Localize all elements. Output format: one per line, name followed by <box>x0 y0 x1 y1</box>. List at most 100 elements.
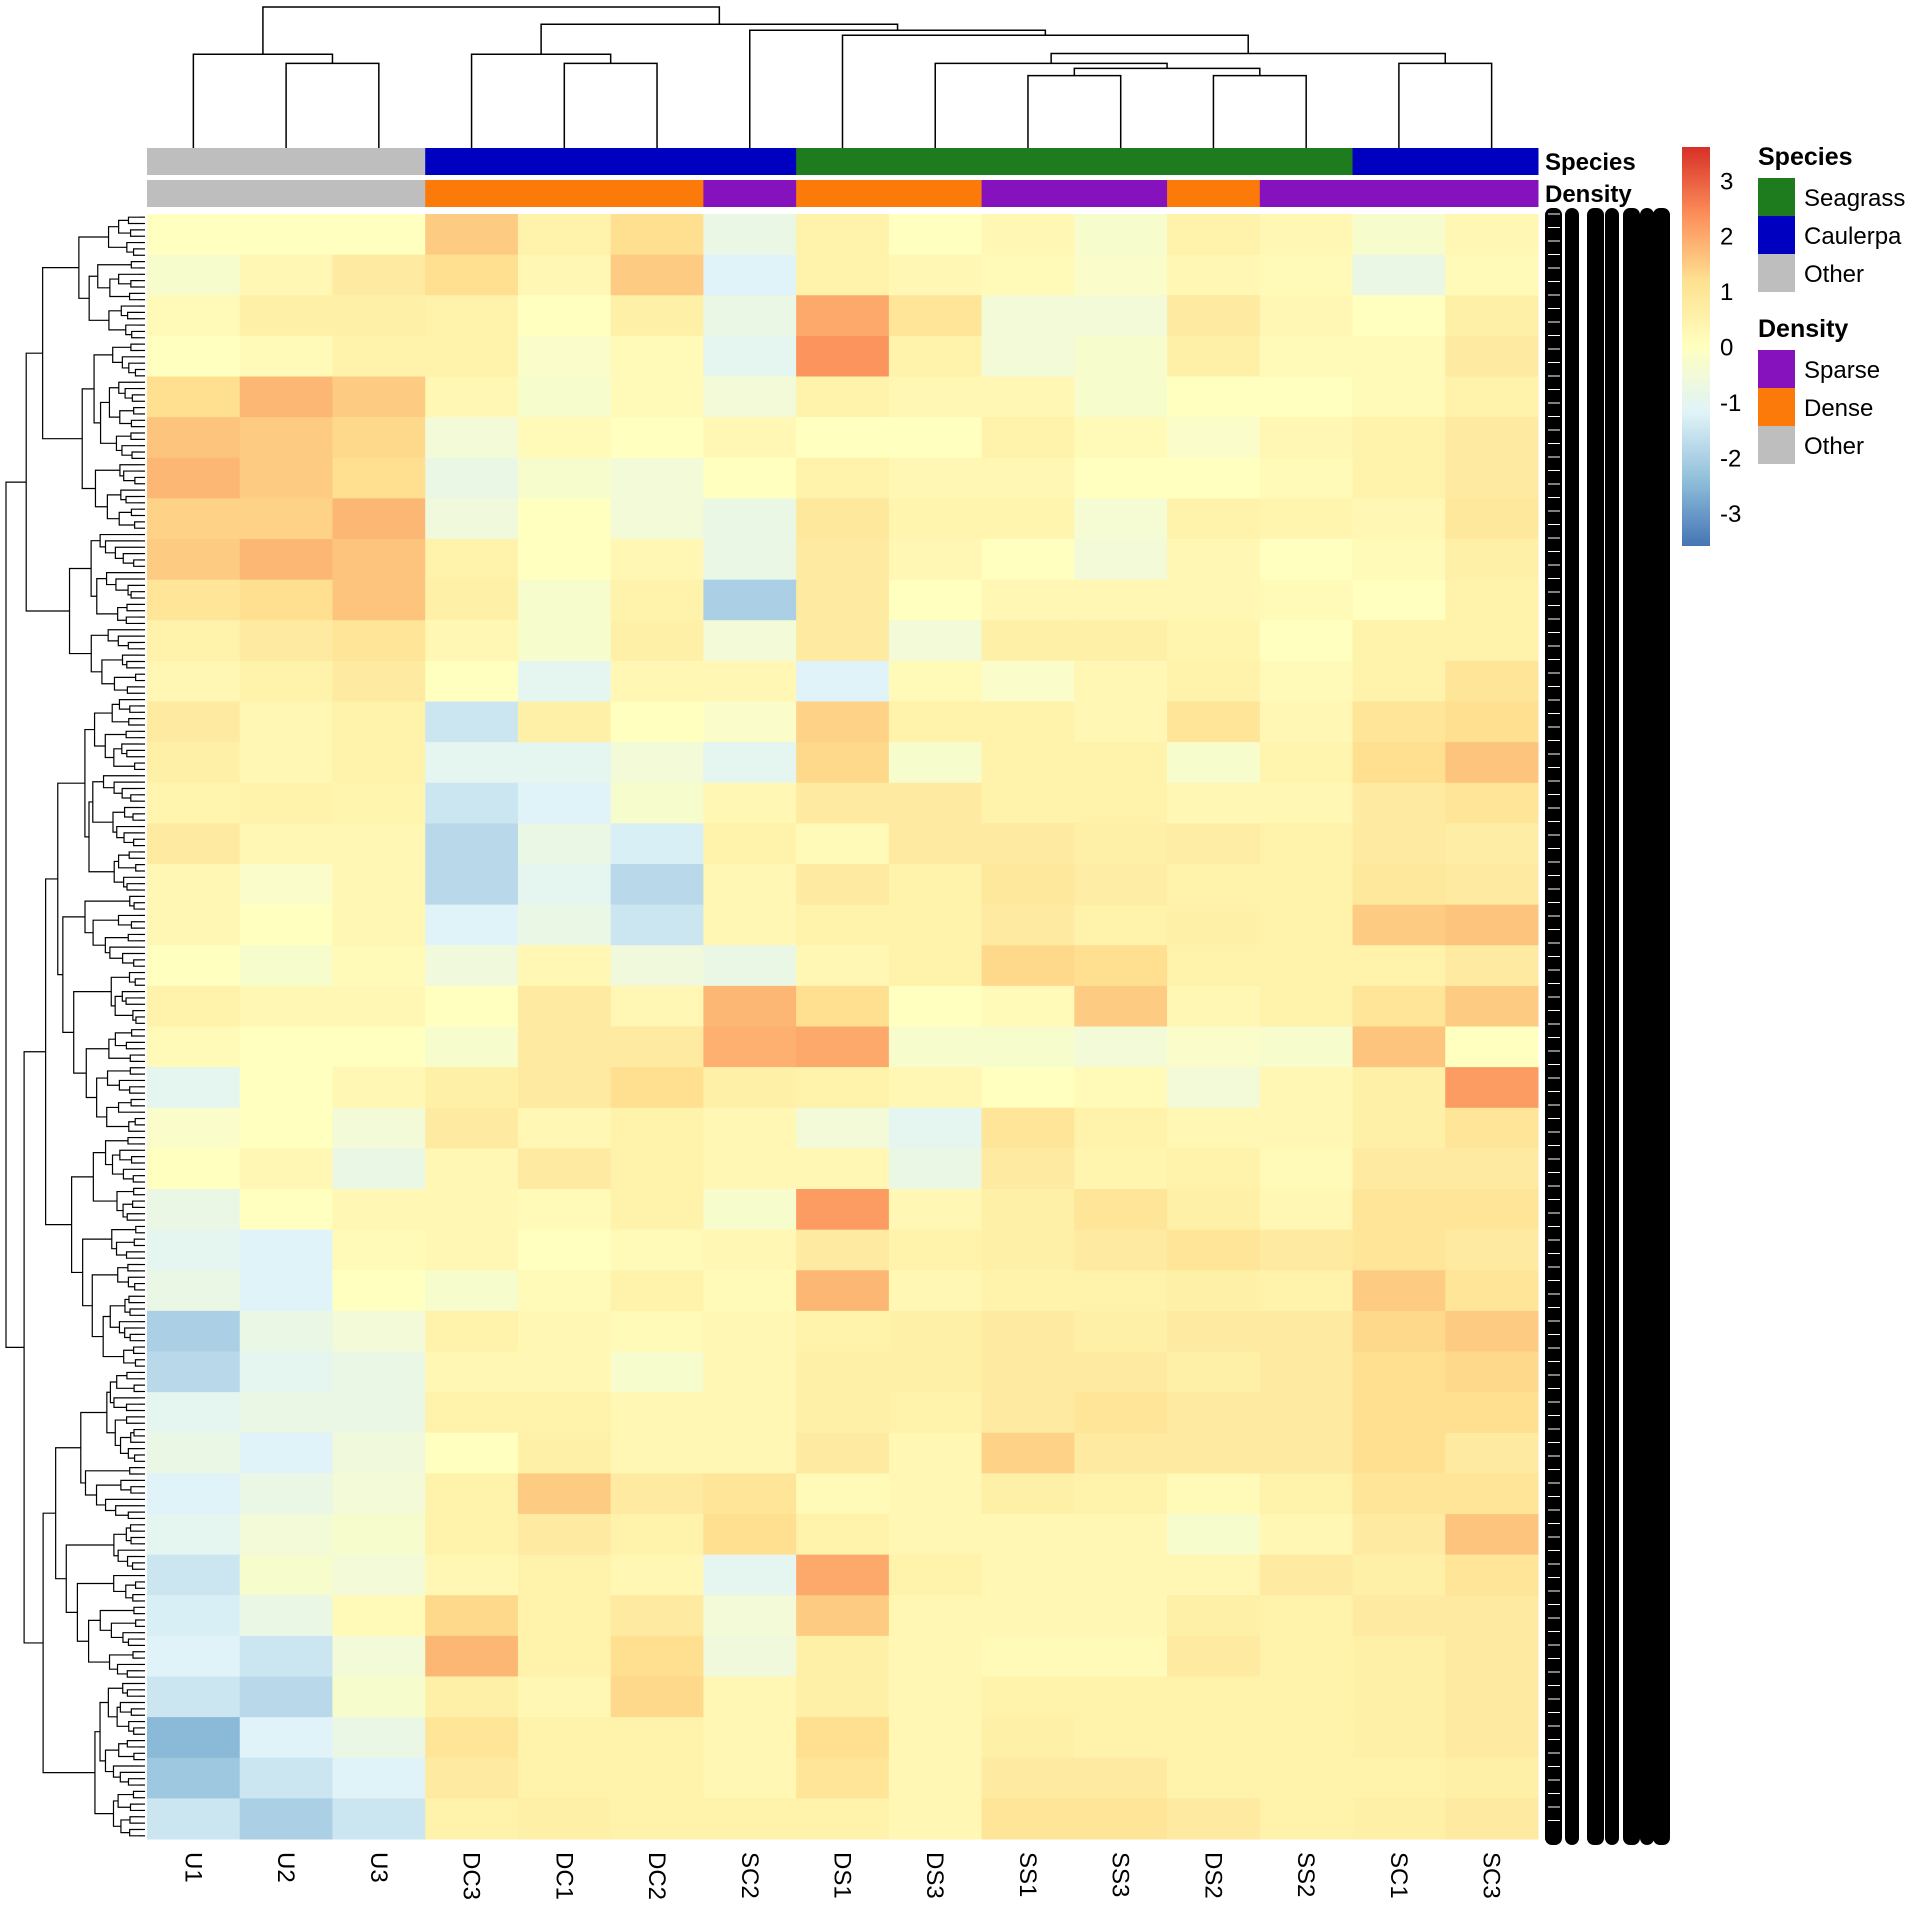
dendrogram-branch <box>118 511 135 526</box>
heatmap-cell <box>1167 1229 1261 1271</box>
heatmap-cell <box>796 1189 890 1231</box>
heatmap-cell <box>703 1026 797 1068</box>
heatmap-cell <box>1167 701 1261 743</box>
heatmap-cell <box>1445 1514 1539 1556</box>
column-label: SS3 <box>1107 1852 1134 1897</box>
dendrogram-branch <box>127 1263 139 1272</box>
dendrogram-branch <box>111 1229 136 1250</box>
heatmap-cell <box>1259 742 1354 784</box>
heatmap-cell <box>1167 1310 1261 1352</box>
heatmap-cell <box>796 1392 890 1434</box>
dendrogram-branch <box>130 280 139 288</box>
heatmap-cell <box>332 335 426 377</box>
dendrogram-branch <box>84 728 95 838</box>
dendrogram-branch <box>130 1536 139 1545</box>
dendrogram-branch <box>118 1321 139 1334</box>
dendrogram-branch <box>133 407 139 415</box>
column-label: DC3 <box>458 1852 485 1900</box>
heatmap-cell <box>1259 701 1354 743</box>
dendrogram-branch <box>119 1701 139 1713</box>
heatmap-cell <box>981 1514 1075 1556</box>
dendrogram-branch <box>25 352 70 612</box>
heatmap-cell <box>332 1757 426 1799</box>
heatmap-cell <box>610 1392 704 1434</box>
dendrogram-branch <box>102 1315 124 1358</box>
heatmap-cell <box>239 457 333 499</box>
heatmap-cell <box>981 864 1075 906</box>
heatmap-cell <box>332 701 426 743</box>
heatmap-cell <box>239 985 333 1027</box>
dendrogram-branch <box>119 1436 131 1454</box>
heatmap-cell <box>610 1798 704 1840</box>
heatmap-cell <box>1445 742 1539 784</box>
heatmap-cell <box>425 864 519 906</box>
heatmap-cell <box>1352 539 1446 581</box>
heatmap-cell <box>1445 1595 1539 1637</box>
heatmap-cell <box>332 539 426 581</box>
heatmap-cell <box>1167 254 1261 296</box>
heatmap-cell <box>1352 335 1446 377</box>
heatmap-cell <box>703 1717 797 1759</box>
heatmap-cell <box>610 1635 704 1677</box>
heatmap-cell <box>1352 1635 1446 1677</box>
color-scale-tick: -1 <box>1720 390 1741 417</box>
heatmap-cell <box>1352 1270 1446 1312</box>
heatmap-cell <box>425 1514 519 1556</box>
dendrogram-branch <box>126 883 139 891</box>
heatmap-cell <box>796 214 890 256</box>
dendrogram-branch <box>135 1016 139 1024</box>
heatmap-cell <box>796 742 890 784</box>
heatmap-cell <box>332 1514 426 1556</box>
dendrogram-branch <box>128 362 139 374</box>
color-scale-tick: -2 <box>1720 445 1741 472</box>
heatmap-cell <box>425 1148 519 1190</box>
heatmap-cell <box>796 295 890 337</box>
dendrogram-branch <box>133 1752 139 1761</box>
heatmap-cell <box>1167 660 1261 702</box>
dendrogram-branch <box>128 1295 139 1304</box>
dendrogram-branch <box>135 864 139 872</box>
dendrogram-branch <box>42 1512 95 1774</box>
dendrogram-branch <box>133 1346 139 1354</box>
heatmap-cell <box>703 1676 797 1718</box>
heatmap-cell <box>888 904 983 946</box>
heatmap-cell <box>517 1189 612 1231</box>
heatmap-cell <box>1167 1473 1261 1515</box>
heatmap-cell <box>1167 214 1261 256</box>
dendrogram-branch <box>129 1803 139 1812</box>
heatmap-cell <box>239 1026 333 1068</box>
heatmap-cell <box>1074 1107 1168 1149</box>
dendrogram-branch <box>99 1609 134 1631</box>
heatmap-cell <box>610 1107 704 1149</box>
heatmap-cell <box>1259 1757 1354 1799</box>
heatmap-cell <box>1259 1717 1354 1759</box>
dendrogram-branch <box>109 1305 125 1328</box>
heatmap-cell <box>703 1067 797 1109</box>
heatmap-cell <box>1167 1554 1261 1596</box>
heatmap-cell <box>1352 864 1446 906</box>
dendrogram-branch <box>104 937 129 954</box>
dendrogram-branch <box>134 521 139 529</box>
heatmap-cell <box>239 904 333 946</box>
heatmap-cell <box>332 498 426 540</box>
color-scale-tick: 2 <box>1720 224 1733 251</box>
column-label: DC2 <box>643 1852 670 1900</box>
dendrogram-branch <box>134 1117 139 1126</box>
dendrogram-branch <box>133 1187 139 1196</box>
dendrogram-branch <box>115 435 131 452</box>
dendrogram-branch <box>80 1411 107 1484</box>
heatmap-cell <box>1074 742 1168 784</box>
dendrogram-branch <box>130 1486 139 1494</box>
heatmap-cell <box>517 1026 612 1068</box>
heatmap-cell <box>796 660 890 702</box>
heatmap-cell <box>425 1067 519 1109</box>
heatmap-cell <box>239 1554 333 1596</box>
heatmap-cell <box>239 376 333 418</box>
heatmap-cell <box>147 782 241 824</box>
heatmap-cell <box>517 539 612 581</box>
heatmap-cell <box>517 620 612 662</box>
heatmap-cell <box>332 1635 426 1677</box>
heatmap-cell <box>888 1067 983 1109</box>
annotation-cell-density <box>703 180 797 207</box>
heatmap-cell <box>981 1676 1075 1718</box>
